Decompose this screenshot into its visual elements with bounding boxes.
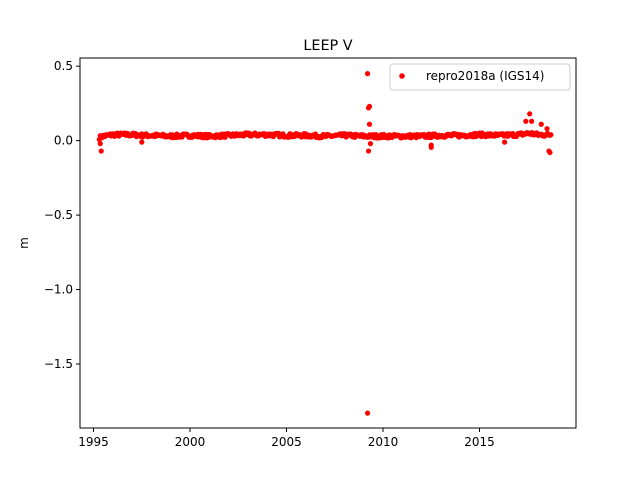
data-points <box>96 71 554 416</box>
chart-title: LEEP V <box>303 38 352 54</box>
data-point <box>98 148 104 154</box>
data-point <box>364 71 371 77</box>
y-tick-label: 0.5 <box>54 59 73 73</box>
y-tick-label: 0.0 <box>54 134 73 148</box>
data-point <box>548 132 554 138</box>
data-point <box>365 148 372 154</box>
x-axis: 1995 2000 2005 2010 2015 <box>78 428 495 449</box>
data-point <box>544 126 550 132</box>
x-tick-label: 1995 <box>78 435 109 449</box>
y-tick-label: −1.5 <box>44 357 73 371</box>
legend: repro2018a (IGS14) <box>389 63 571 91</box>
x-tick-label: 2005 <box>271 435 302 449</box>
legend-box <box>389 63 571 91</box>
data-point <box>364 410 371 416</box>
data-point <box>366 121 373 127</box>
data-point <box>529 118 535 124</box>
data-point <box>367 141 374 147</box>
data-point <box>366 103 373 109</box>
data-point <box>97 141 103 147</box>
y-axis-label: m <box>17 237 31 249</box>
legend-entry: repro2018a (IGS14) <box>426 69 544 83</box>
data-point <box>501 139 508 145</box>
data-point <box>139 139 145 145</box>
y-tick-label: −1.0 <box>44 283 73 297</box>
plot-frame <box>79 57 577 429</box>
x-tick-label: 2000 <box>175 435 206 449</box>
y-axis: 0.5 0.0 −0.5 −1.0 −1.5 <box>44 59 80 371</box>
data-point <box>523 118 529 124</box>
data-point <box>538 121 544 127</box>
legend-marker <box>399 73 405 79</box>
data-point <box>547 149 553 156</box>
data-point <box>527 111 533 117</box>
x-tick-label: 2010 <box>368 435 399 449</box>
x-tick-label: 2015 <box>464 435 495 449</box>
data-point <box>428 144 434 150</box>
y-tick-label: −0.5 <box>44 208 73 222</box>
